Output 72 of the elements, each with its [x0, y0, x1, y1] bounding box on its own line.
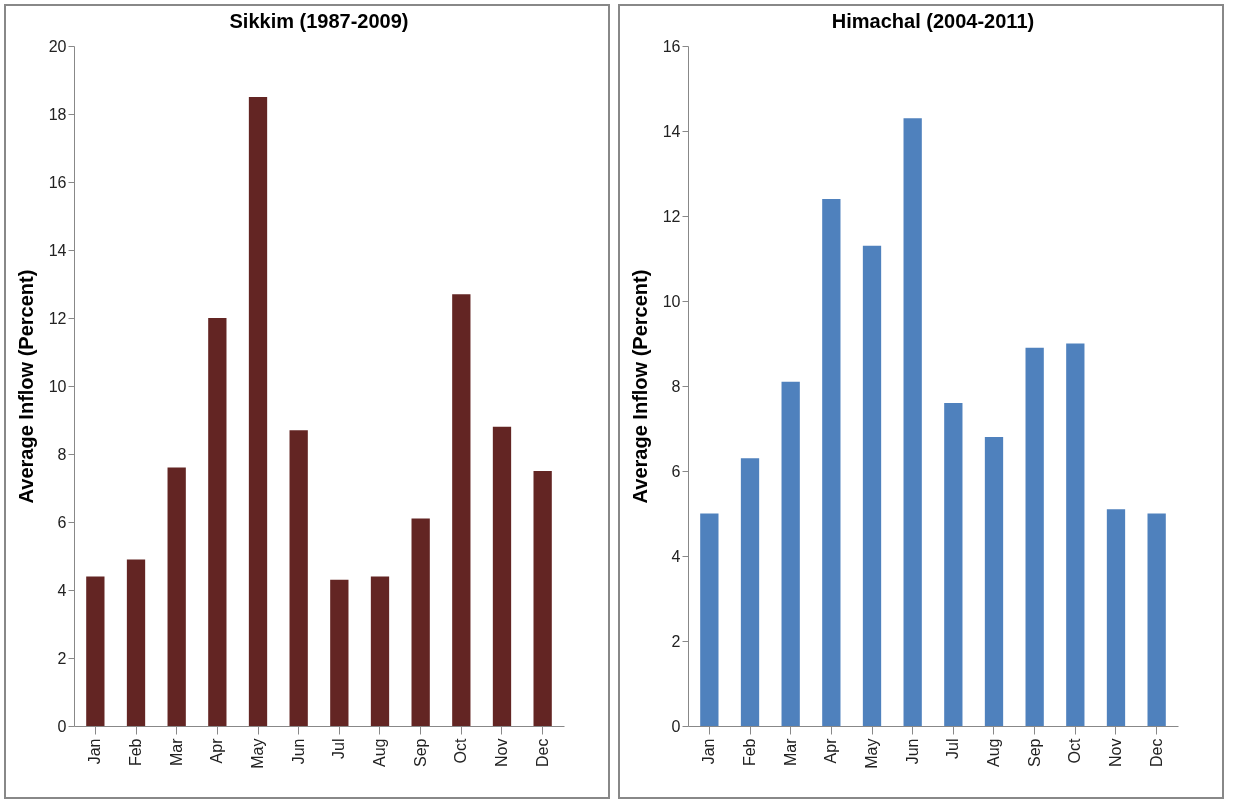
x-tick-label: Feb	[127, 738, 145, 767]
bar	[492, 426, 512, 726]
x-tick-label: Aug	[985, 738, 1002, 767]
y-tick-label: 12	[48, 309, 67, 327]
bar	[289, 430, 308, 726]
x-tick-label: Dec	[1147, 738, 1165, 767]
bar	[533, 471, 552, 726]
chart-title: Himachal (2004-2011)	[831, 10, 1035, 32]
y-tick-label: 14	[662, 122, 681, 140]
y-tick-label: 20	[48, 37, 67, 55]
y-tick-label: 0	[671, 717, 681, 735]
y-tick-label: 12	[662, 207, 681, 225]
bar	[126, 559, 146, 726]
y-axis-title: Average Inflow (Percent)	[14, 269, 37, 504]
bar	[984, 437, 1004, 726]
bar	[944, 403, 963, 726]
x-tick-label: Aug	[371, 738, 388, 767]
y-tick-label: 0	[57, 717, 67, 735]
x-tick-label: Jan	[700, 738, 718, 765]
x-tick-label: Apr	[822, 737, 840, 764]
bar	[862, 245, 882, 726]
x-tick-label: May	[249, 738, 266, 769]
y-tick-label: 8	[671, 377, 681, 395]
x-tick-label: May	[863, 738, 880, 769]
x-tick-label: Feb	[741, 738, 759, 767]
x-tick-label: Jul	[330, 738, 348, 759]
bar	[208, 318, 227, 726]
y-tick-label: 2	[671, 632, 681, 650]
bar	[700, 513, 719, 726]
chart-title: Sikkim (1987-2009)	[229, 10, 409, 32]
x-tick-label: Dec	[533, 738, 551, 767]
y-tick-label: 2	[57, 649, 67, 667]
x-tick-label: Mar	[781, 737, 799, 767]
y-tick-label: 8	[57, 445, 67, 463]
bar	[411, 518, 430, 726]
bar	[740, 458, 760, 726]
x-tick-label: Oct	[1066, 737, 1084, 764]
y-tick-label: 16	[662, 37, 681, 55]
y-tick-label: 18	[48, 105, 67, 123]
bar	[452, 294, 471, 726]
x-tick-label: Nov	[492, 738, 510, 767]
x-tick-label: Jun	[289, 738, 307, 765]
x-tick-label: Jul	[944, 738, 962, 759]
bar	[248, 97, 268, 726]
bar	[822, 199, 841, 726]
bar	[370, 576, 390, 726]
x-tick-label: Mar	[167, 737, 185, 767]
y-tick-label: 4	[671, 547, 681, 565]
y-tick-label: 16	[48, 173, 67, 191]
bar	[167, 467, 186, 726]
x-tick-label: Jun	[903, 738, 921, 765]
y-tick-label: 10	[662, 292, 681, 310]
y-tick-label: 6	[57, 513, 67, 531]
bar	[330, 579, 349, 726]
bar	[86, 576, 105, 726]
y-tick-label: 14	[48, 241, 67, 259]
y-tick-label: 4	[57, 581, 67, 599]
x-tick-label: Sep	[1025, 738, 1043, 767]
bar	[1147, 513, 1166, 726]
bar	[1106, 509, 1126, 726]
y-axis-title: Average Inflow (Percent)	[628, 269, 651, 504]
x-tick-label: Jan	[86, 738, 104, 765]
bar	[781, 381, 800, 726]
bar	[1025, 347, 1044, 726]
y-tick-label: 6	[671, 462, 681, 480]
bar	[1066, 343, 1085, 726]
x-tick-label: Sep	[411, 738, 429, 767]
x-tick-label: Nov	[1106, 738, 1124, 767]
x-tick-label: Apr	[208, 737, 226, 764]
bar	[903, 118, 922, 726]
y-tick-label: 10	[48, 377, 67, 395]
x-tick-label: Oct	[452, 737, 470, 764]
